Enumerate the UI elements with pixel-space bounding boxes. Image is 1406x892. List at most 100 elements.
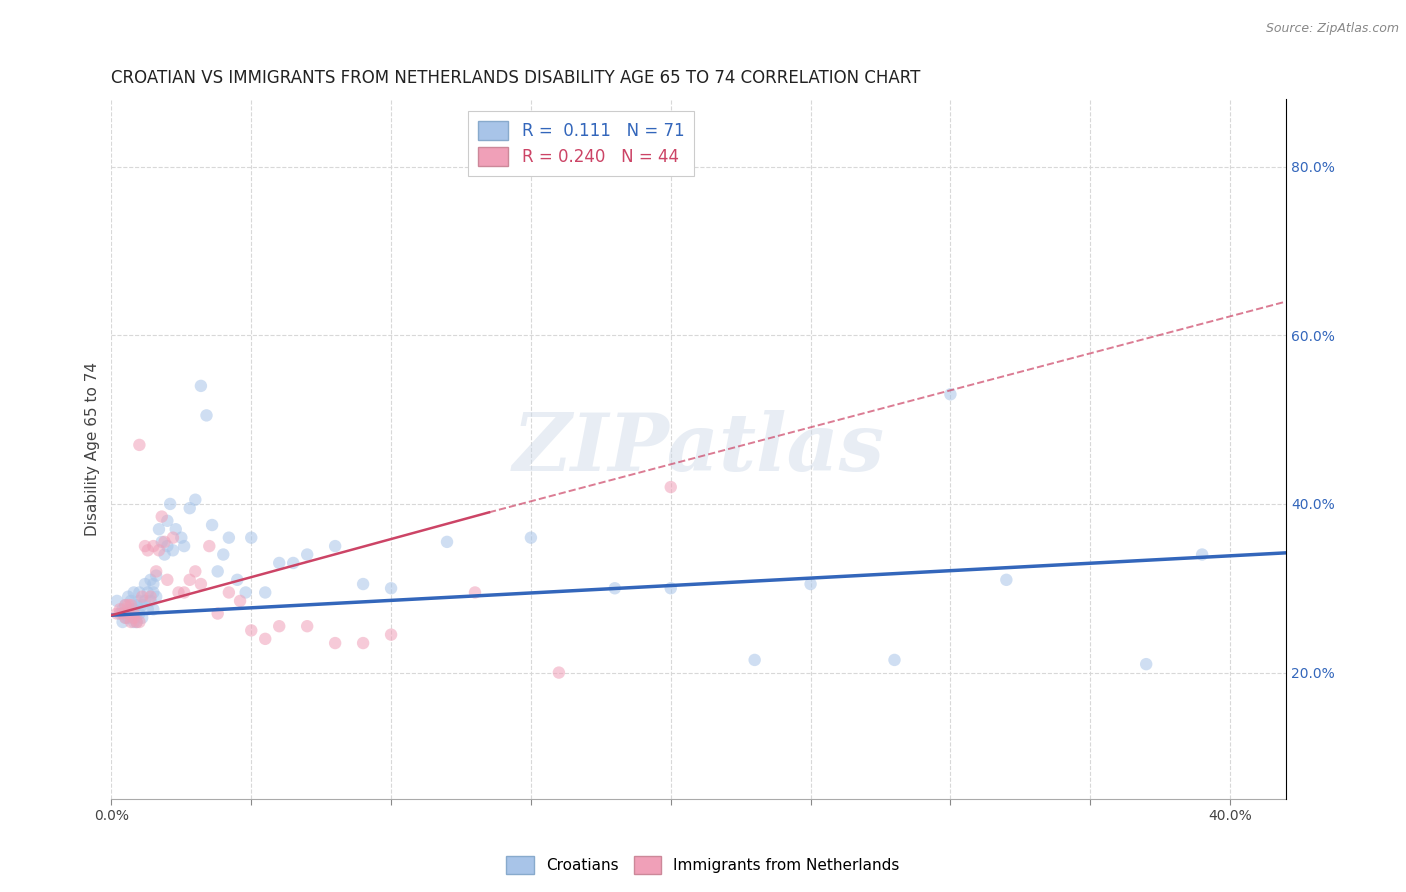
Point (108, 607, 131, 621)
Point (380, 581, 402, 595)
Point (120, 615, 142, 629)
Point (1191, 548, 1213, 562)
Point (235, 585, 257, 599)
Point (128, 438, 150, 452)
Point (254, 585, 277, 599)
Point (195, 409, 218, 423)
Point (547, 665, 569, 680)
Point (128, 615, 150, 629)
Point (145, 565, 167, 579)
Point (142, 585, 165, 599)
Point (114, 611, 136, 625)
Point (139, 594, 162, 608)
Point (156, 573, 179, 587)
Point (122, 602, 145, 616)
Point (153, 534, 176, 549)
Point (269, 619, 291, 633)
Point (352, 636, 374, 650)
Point (125, 598, 148, 612)
Point (145, 568, 167, 582)
Point (125, 607, 148, 621)
Point (120, 602, 142, 616)
Point (162, 543, 184, 558)
Point (134, 577, 156, 591)
Point (995, 573, 1018, 587)
Point (122, 585, 145, 599)
Point (142, 577, 165, 591)
Point (212, 548, 235, 562)
Point (218, 531, 240, 545)
Point (134, 539, 156, 553)
Text: ZIPatlas: ZIPatlas (513, 410, 884, 488)
Point (131, 590, 153, 604)
Point (744, 653, 766, 667)
Point (165, 522, 187, 536)
Point (131, 598, 153, 612)
Point (179, 501, 201, 516)
Point (190, 577, 212, 591)
Point (295, 548, 318, 562)
Point (136, 543, 159, 558)
Point (148, 522, 170, 536)
Point (159, 497, 181, 511)
Point (122, 611, 145, 625)
Point (136, 585, 159, 599)
Point (150, 534, 173, 549)
Point (105, 607, 128, 621)
Point (659, 581, 682, 595)
Point (136, 602, 159, 616)
Point (659, 480, 682, 494)
Point (229, 594, 252, 608)
Point (125, 615, 148, 629)
Point (139, 573, 162, 587)
Point (122, 615, 145, 629)
Point (184, 492, 207, 507)
Point (108, 602, 131, 616)
Point (198, 539, 221, 553)
Point (114, 611, 136, 625)
Point (179, 573, 201, 587)
Point (218, 585, 240, 599)
Point (295, 619, 318, 633)
Point (128, 594, 150, 608)
Point (323, 539, 346, 553)
Text: Source: ZipAtlas.com: Source: ZipAtlas.com (1265, 22, 1399, 36)
Point (145, 590, 167, 604)
Point (883, 653, 905, 667)
Point (520, 531, 543, 545)
Point (323, 636, 346, 650)
Point (1135, 657, 1157, 672)
Point (156, 514, 179, 528)
Point (156, 539, 179, 553)
Point (150, 509, 173, 524)
Point (190, 379, 212, 393)
Point (603, 581, 626, 595)
Point (128, 607, 150, 621)
Point (142, 539, 165, 553)
Point (240, 531, 263, 545)
Legend: Croatians, Immigrants from Netherlands: Croatians, Immigrants from Netherlands (501, 850, 905, 880)
Point (111, 607, 134, 621)
Point (131, 611, 153, 625)
Point (128, 585, 150, 599)
Point (283, 556, 305, 570)
Point (167, 585, 190, 599)
Point (111, 602, 134, 616)
Point (207, 607, 229, 621)
Y-axis label: Disability Age 65 to 74: Disability Age 65 to 74 (86, 362, 100, 536)
Point (114, 598, 136, 612)
Point (436, 534, 458, 549)
Point (125, 615, 148, 629)
Point (117, 607, 139, 621)
Point (105, 594, 128, 608)
Point (226, 573, 249, 587)
Point (162, 531, 184, 545)
Point (173, 539, 195, 553)
Point (120, 594, 142, 608)
Point (117, 598, 139, 612)
Point (939, 387, 962, 401)
Point (269, 556, 291, 570)
Point (139, 590, 162, 604)
Point (111, 615, 134, 629)
Legend: R =  0.111   N = 71, R = 0.240   N = 44: R = 0.111 N = 71, R = 0.240 N = 44 (468, 111, 695, 177)
